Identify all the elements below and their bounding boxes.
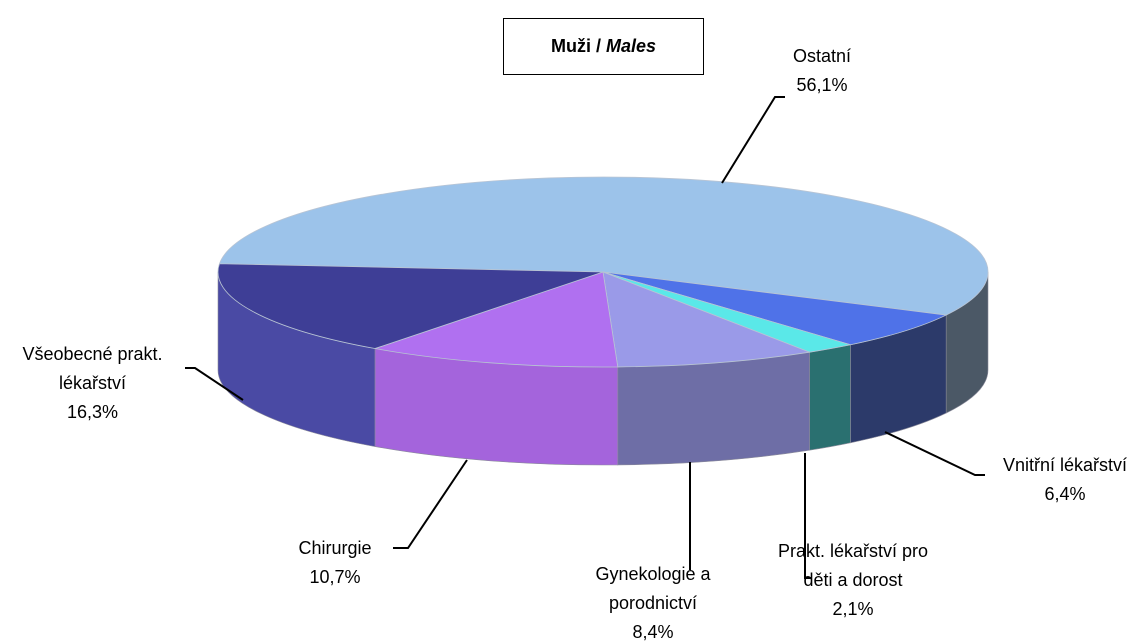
category-label: Ostatní: [792, 46, 852, 66]
leader-line: [804, 453, 812, 579]
value-label: 16,3%: [66, 402, 119, 422]
category-label: Vnitřní lékařství: [1002, 455, 1128, 475]
value-label: 6,4%: [1044, 484, 1086, 504]
category-label: Gynekologie a porodnictví: [595, 564, 711, 613]
category-label: Všeobecné prakt. lékařství: [22, 344, 163, 393]
leader-line: [393, 459, 468, 549]
slice-label: Všeobecné prakt. lékařství 16,3%: [5, 340, 180, 427]
category-label: Chirurgie: [298, 538, 372, 558]
value-label: 10,7%: [309, 567, 361, 587]
value-label: 8,4%: [632, 622, 674, 642]
slice-label: Gynekologie a porodnictví 8,4%: [583, 560, 723, 644]
slice-label: Chirurgie 10,7%: [285, 534, 385, 592]
leader-line: [884, 431, 985, 476]
title-en: Males: [605, 36, 657, 56]
category-label: Prakt. lékařství pro děti a dorost: [777, 541, 929, 590]
slice-label: Ostatní 56,1%: [742, 42, 902, 100]
title-cz: Muži /: [550, 36, 601, 56]
slice: [602, 271, 812, 368]
slice: [374, 271, 619, 368]
leader-line: [185, 367, 244, 401]
slice-label: Vnitřní lékařství 6,4%: [985, 451, 1145, 509]
slice: [217, 263, 604, 349]
slice-side: [617, 351, 810, 466]
slice: [218, 176, 989, 316]
slice: [602, 271, 948, 346]
value-label: 2,1%: [832, 599, 874, 619]
slice-label: Prakt. lékařství pro děti a dorost 2,1%: [768, 537, 938, 624]
leader-line: [721, 96, 785, 184]
value-label: 56,1%: [796, 75, 848, 95]
slice-side: [809, 344, 851, 451]
chart-title: Muži / Males: [503, 18, 704, 75]
